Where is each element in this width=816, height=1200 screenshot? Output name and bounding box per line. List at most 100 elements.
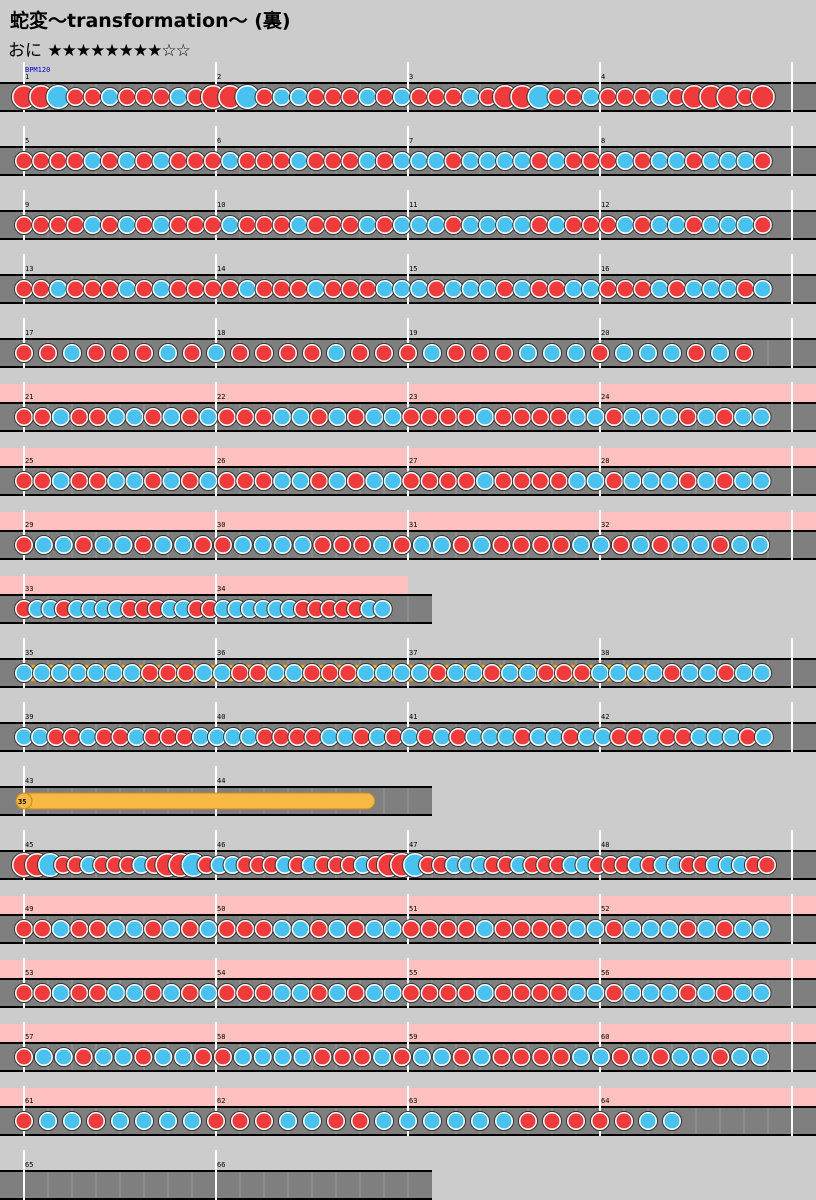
don-note [484, 665, 500, 681]
ka-note [692, 729, 708, 745]
ka-note [569, 921, 585, 937]
ka-note [754, 665, 770, 681]
don-note [306, 729, 322, 745]
beat-line [719, 1108, 721, 1134]
don-note [34, 473, 50, 489]
bar-number: 2 [217, 73, 221, 81]
ka-note [239, 281, 255, 297]
don-note [493, 1049, 509, 1065]
don-note [48, 729, 64, 745]
ka-note [293, 409, 309, 425]
bar-number: 24 [601, 393, 609, 401]
ka-note [394, 89, 410, 105]
don-note [459, 409, 475, 425]
don-note [239, 217, 255, 233]
bar-number: 35 [25, 649, 33, 657]
chart-row: 29 30 31 32 [0, 510, 816, 560]
don-note [136, 217, 152, 233]
don-note [348, 473, 364, 489]
don-note [550, 857, 566, 873]
don-note [335, 601, 351, 617]
bar-number: 26 [217, 457, 225, 465]
ka-note [164, 473, 180, 489]
bar-number: 16 [601, 265, 609, 273]
don-note [71, 409, 87, 425]
bar-number: 63 [409, 1097, 417, 1105]
don-note [328, 1113, 344, 1129]
don-note [120, 857, 136, 873]
bar-line [791, 446, 793, 496]
ka-note [193, 729, 209, 745]
beat-line [119, 1172, 121, 1198]
don-note [606, 473, 622, 489]
ka-note [133, 857, 149, 873]
ka-note [64, 1113, 80, 1129]
bar-line [407, 702, 409, 752]
ka-note [411, 217, 427, 233]
ka-note [119, 217, 135, 233]
don-note [325, 153, 341, 169]
bar-line [407, 446, 409, 496]
bar-number: 51 [409, 905, 417, 913]
ka-note [480, 217, 496, 233]
bar-line [407, 894, 409, 944]
ka-note [514, 217, 530, 233]
don-note [736, 345, 752, 361]
don-note [403, 473, 419, 489]
ka-note [69, 601, 85, 617]
don-note [334, 1049, 350, 1065]
ka-note [402, 729, 418, 745]
ka-note [682, 665, 698, 681]
ka-note [175, 1049, 191, 1065]
ka-note [112, 1113, 128, 1129]
don-note [497, 281, 513, 297]
bar-line [791, 318, 793, 368]
bar-number: 10 [217, 201, 225, 209]
don-note [136, 345, 152, 361]
don-note [256, 921, 272, 937]
ka-note [235, 537, 251, 553]
don-note [136, 89, 152, 105]
beat-line [383, 788, 385, 814]
don-note [16, 1113, 32, 1129]
beat-line [743, 1108, 745, 1134]
ka-note [200, 473, 216, 489]
chart-row: 45 46 47 48 [0, 830, 816, 880]
don-note [145, 729, 161, 745]
don-note [76, 1049, 92, 1065]
beat-line [143, 1172, 145, 1198]
bar-line [599, 254, 601, 304]
ka-note [463, 217, 479, 233]
don-note [664, 665, 680, 681]
ka-note [153, 153, 169, 169]
don-note [537, 857, 553, 873]
don-note [551, 921, 567, 937]
ka-note [16, 665, 32, 681]
ka-note [511, 857, 527, 873]
don-note [686, 217, 702, 233]
bar-number: 3 [409, 73, 413, 81]
don-note [85, 281, 101, 297]
bar-line [215, 446, 217, 496]
ka-note [277, 857, 293, 873]
don-note [189, 601, 205, 617]
don-note [430, 665, 446, 681]
don-note [257, 281, 273, 297]
ka-note [385, 921, 401, 937]
ka-note [108, 985, 124, 1001]
don-note [136, 153, 152, 169]
ka-note [119, 281, 135, 297]
ka-note [412, 665, 428, 681]
bar-line [215, 190, 217, 240]
ka-note [293, 473, 309, 489]
bar-line [791, 1086, 793, 1136]
don-note [171, 217, 187, 233]
ka-note [661, 985, 677, 1001]
don-note [50, 217, 66, 233]
ka-note [200, 985, 216, 1001]
don-note [202, 86, 224, 108]
don-note [68, 153, 84, 169]
don-note [613, 537, 629, 553]
bar-number: 52 [601, 905, 609, 913]
bar-number: 1 [25, 73, 29, 81]
